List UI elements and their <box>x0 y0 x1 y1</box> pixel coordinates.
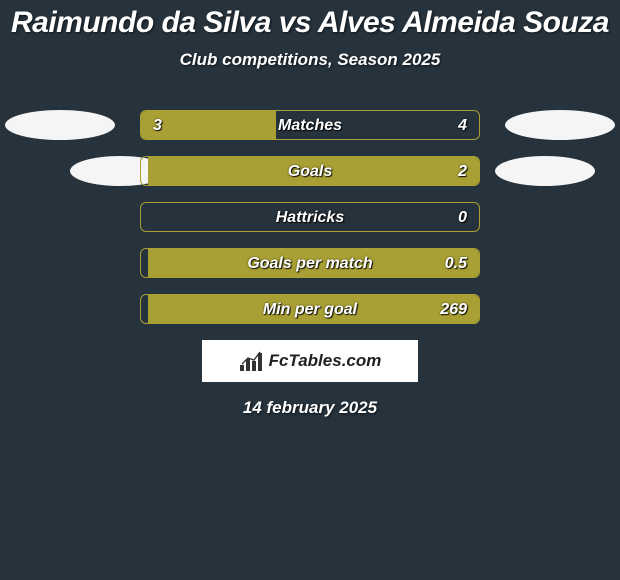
stat-row: Goals per match 0.5 <box>10 248 610 278</box>
bars-icon <box>239 351 265 371</box>
stat-row: Hattricks 0 <box>10 202 610 232</box>
comparison-chart: 3 Matches 4 Goals 2 Hattricks 0 <box>10 110 610 324</box>
stat-label: Goals <box>141 157 479 186</box>
stat-label: Hattricks <box>141 203 479 232</box>
logo-text: FcTables.com <box>269 351 382 371</box>
stat-right-value: 4 <box>458 111 467 140</box>
stat-row: 3 Matches 4 <box>10 110 610 140</box>
subtitle: Club competitions, Season 2025 <box>0 50 620 70</box>
stat-right-value: 0 <box>458 203 467 232</box>
stat-label: Matches <box>141 111 479 140</box>
bar-track-matches: 3 Matches 4 <box>140 110 480 140</box>
logo-box: FcTables.com <box>202 340 418 382</box>
player-right-photo <box>495 156 595 186</box>
bar-track-hattricks: Hattricks 0 <box>140 202 480 232</box>
player-left-photo <box>5 110 115 140</box>
stat-row: Goals 2 <box>10 156 610 186</box>
stat-label: Goals per match <box>141 249 479 278</box>
bar-track-gpm: Goals per match 0.5 <box>140 248 480 278</box>
page-title: Raimundo da Silva vs Alves Almeida Souza <box>0 0 620 40</box>
bar-track-goals: Goals 2 <box>140 156 480 186</box>
date-text: 14 february 2025 <box>0 398 620 418</box>
player-right-photo <box>505 110 615 140</box>
bar-track-mpg: Min per goal 269 <box>140 294 480 324</box>
stat-right-value: 0.5 <box>445 249 467 278</box>
stat-right-value: 269 <box>440 295 467 324</box>
stat-row: Min per goal 269 <box>10 294 610 324</box>
stat-label: Min per goal <box>141 295 479 324</box>
logo: FcTables.com <box>239 351 382 371</box>
stat-right-value: 2 <box>458 157 467 186</box>
